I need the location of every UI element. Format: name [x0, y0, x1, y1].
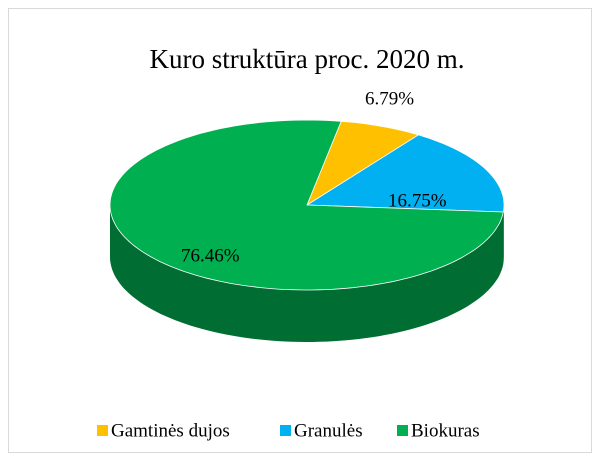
slice-side: [110, 205, 504, 342]
slice: [305, 134, 505, 213]
legend-label: Gamtinės dujos: [111, 420, 230, 441]
chart-title: Kuro struktūra proc. 2020 m.: [150, 44, 465, 74]
slice-side: [503, 205, 504, 264]
legend-swatch: [397, 425, 408, 436]
legend-swatch: [97, 425, 108, 436]
slice: [109, 119, 504, 291]
legend-label: Biokuras: [411, 420, 480, 441]
legend-label: Granulės: [294, 420, 363, 441]
data-label: 76.46%: [181, 246, 240, 267]
legend-swatch: [280, 425, 291, 436]
data-label: 16.75%: [388, 191, 447, 212]
slice: [306, 120, 420, 207]
data-label: 6.79%: [365, 89, 414, 110]
